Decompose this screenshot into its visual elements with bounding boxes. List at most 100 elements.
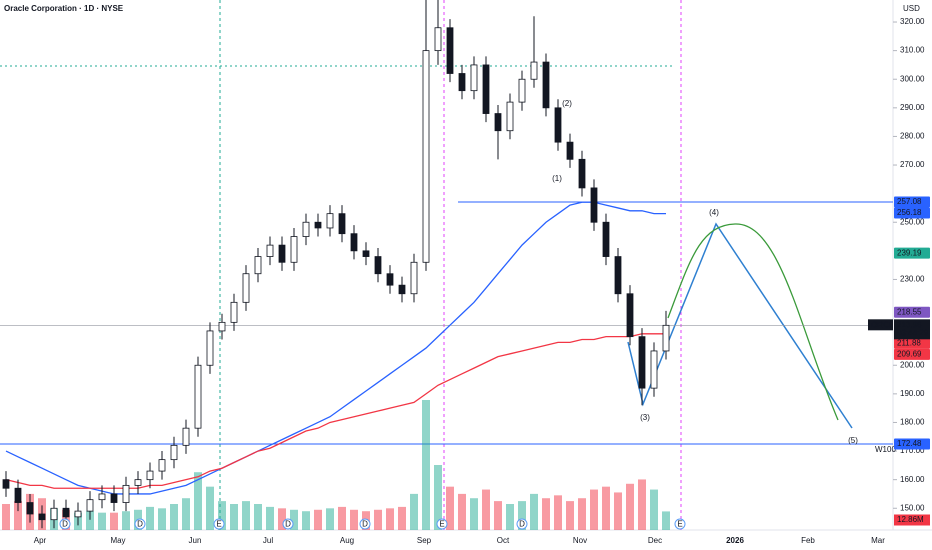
volume-bar	[146, 506, 154, 530]
candle-body	[458, 73, 466, 92]
volume-bar	[446, 486, 454, 530]
candle-body	[74, 510, 82, 518]
candle-body	[518, 78, 526, 103]
volume-bar	[254, 504, 262, 530]
volume-bar	[494, 501, 502, 530]
price-tag	[894, 207, 930, 219]
volume-bar	[530, 493, 538, 530]
candle-body	[578, 158, 586, 189]
volume-tag-label: 12.86M	[897, 515, 924, 524]
x-tick-label: Mar	[871, 536, 885, 545]
candle-body	[122, 484, 130, 503]
candle-body	[290, 236, 298, 263]
x-tick-label: Aug	[340, 536, 354, 545]
volume-bar	[614, 492, 622, 530]
price-tag-label: 239.19	[897, 248, 922, 257]
y-tick-label: 170.00	[900, 446, 925, 455]
y-tick-label: 280.00	[900, 132, 925, 141]
volume-bar	[506, 504, 514, 530]
last-price-label: 213.96	[897, 320, 922, 329]
x-tick-label: Feb	[801, 536, 815, 545]
candle-body	[242, 273, 250, 303]
x-tick-label: Jul	[263, 536, 273, 545]
price-tag	[894, 247, 930, 259]
event-label: D	[137, 520, 143, 529]
candle-body	[566, 141, 574, 160]
y-tick-label: 250.00	[900, 217, 925, 226]
candle-body	[218, 321, 226, 332]
volume-bar	[266, 506, 274, 530]
y-tick-label: 180.00	[900, 418, 925, 427]
volume-bar	[566, 501, 574, 530]
candle-body	[50, 507, 58, 521]
volume-bar	[290, 509, 298, 530]
volume-bar	[182, 498, 190, 530]
candle-body	[182, 427, 190, 446]
candle-body	[362, 250, 370, 257]
candle-body	[2, 479, 10, 489]
candle-body	[506, 101, 514, 132]
candle-body	[194, 364, 202, 429]
event-marker	[134, 518, 146, 530]
volume-bar	[554, 495, 562, 530]
candle-body	[374, 256, 382, 275]
volume-bar	[482, 489, 490, 530]
volume-bar	[338, 506, 346, 530]
volume-bar	[470, 498, 478, 530]
wave-label: (1)	[552, 174, 562, 183]
volume-bar	[242, 501, 250, 530]
candle-body	[266, 244, 274, 257]
x-tick-label: 2026	[726, 536, 744, 545]
candle-body	[446, 27, 454, 74]
price-tag-label: 172.48	[897, 439, 922, 448]
candle-body	[638, 336, 646, 389]
price-tag	[894, 348, 930, 360]
volume-bar	[578, 498, 586, 530]
x-tick-label: Nov	[573, 536, 587, 545]
countdown: 03:44:29	[897, 328, 929, 337]
y-tick-label: 230.00	[900, 275, 925, 284]
volume-bar	[518, 501, 526, 530]
y-tick-label: 160.00	[900, 475, 925, 484]
price-tag	[894, 196, 930, 208]
moving-average	[5, 333, 666, 489]
event-label: E	[216, 520, 221, 529]
volume-bar	[302, 511, 310, 530]
volume-bar	[602, 486, 610, 530]
candle-body	[626, 293, 634, 338]
price-tag-label: 256.18	[897, 208, 922, 217]
candle-body	[134, 479, 142, 486]
volume-bar	[650, 489, 658, 530]
y-tick-label: 200.00	[900, 360, 925, 369]
volume-bar	[122, 511, 130, 530]
x-tick-label: Oct	[497, 536, 510, 545]
candle-body	[662, 324, 670, 352]
volume-bar	[662, 511, 670, 530]
candle-body	[470, 64, 478, 92]
volume-bar	[398, 506, 406, 530]
candle-body	[422, 50, 430, 263]
candle-body	[530, 61, 538, 80]
candle-body	[98, 493, 106, 501]
candle-body	[554, 107, 562, 143]
candle-body	[398, 284, 406, 295]
x-tick-label: Sep	[417, 536, 432, 545]
y-tick-label: 310.00	[900, 46, 925, 55]
wave-label: (2)	[562, 99, 572, 108]
wave-label: (3)	[640, 413, 650, 422]
candle-body	[110, 493, 118, 503]
volume-bar	[14, 501, 22, 530]
volume-bar	[626, 483, 634, 530]
volume-bar	[590, 489, 598, 530]
projection-line	[627, 222, 853, 429]
candle-body	[86, 499, 94, 512]
candle-body	[590, 187, 598, 223]
candle-body	[482, 64, 490, 114]
candle-body	[254, 256, 262, 275]
volume-bar	[278, 508, 286, 530]
volume-bar	[194, 472, 202, 530]
candle-body	[602, 221, 610, 257]
price-tag-label: 218.55	[897, 307, 922, 316]
